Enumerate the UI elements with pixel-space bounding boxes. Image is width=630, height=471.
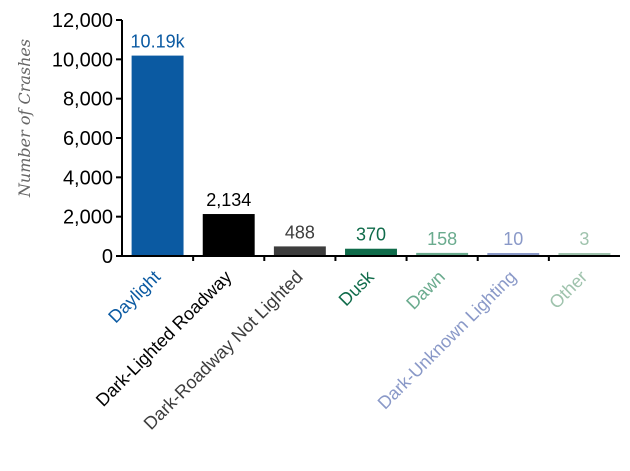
data-label: 2,134 bbox=[206, 190, 251, 210]
x-tick-label: Other bbox=[545, 267, 591, 313]
data-label: 3 bbox=[579, 229, 589, 249]
x-tick-label: Daylight bbox=[104, 267, 164, 327]
x-tick-label: Dawn bbox=[402, 267, 449, 314]
y-tick-label: 0 bbox=[102, 246, 113, 268]
y-tick-label: 8,000 bbox=[63, 89, 113, 111]
bar bbox=[558, 253, 611, 256]
data-label: 488 bbox=[285, 222, 315, 242]
y-tick-label: 6,000 bbox=[63, 128, 113, 150]
bar bbox=[202, 214, 255, 256]
bar bbox=[487, 253, 540, 256]
data-label: 10 bbox=[503, 229, 523, 249]
bar bbox=[273, 246, 326, 256]
y-tick-label: 2,000 bbox=[63, 207, 113, 229]
data-label: 10.19k bbox=[131, 32, 186, 52]
y-axis: 0 2,000 4,000 6,000 8,000 10,000 12,000 bbox=[52, 10, 123, 268]
data-label: 370 bbox=[356, 225, 386, 245]
x-tick-label: Dark-Unknown Lighting bbox=[374, 267, 520, 413]
x-tick-label: Dark-Lighted Roadway bbox=[92, 267, 236, 411]
data-label: 158 bbox=[427, 229, 457, 249]
y-tick-label: 12,000 bbox=[52, 10, 113, 32]
bar bbox=[416, 252, 469, 256]
bar bbox=[131, 55, 184, 257]
x-tick-label: Dusk bbox=[335, 266, 379, 310]
y-tick-label: 10,000 bbox=[52, 49, 113, 71]
y-tick-label: 4,000 bbox=[63, 167, 113, 189]
bars: 10.19k 2,134 488 370 158 10 3 bbox=[131, 32, 611, 257]
y-axis-label: Number of Crashes bbox=[15, 39, 34, 198]
bar bbox=[345, 248, 397, 256]
